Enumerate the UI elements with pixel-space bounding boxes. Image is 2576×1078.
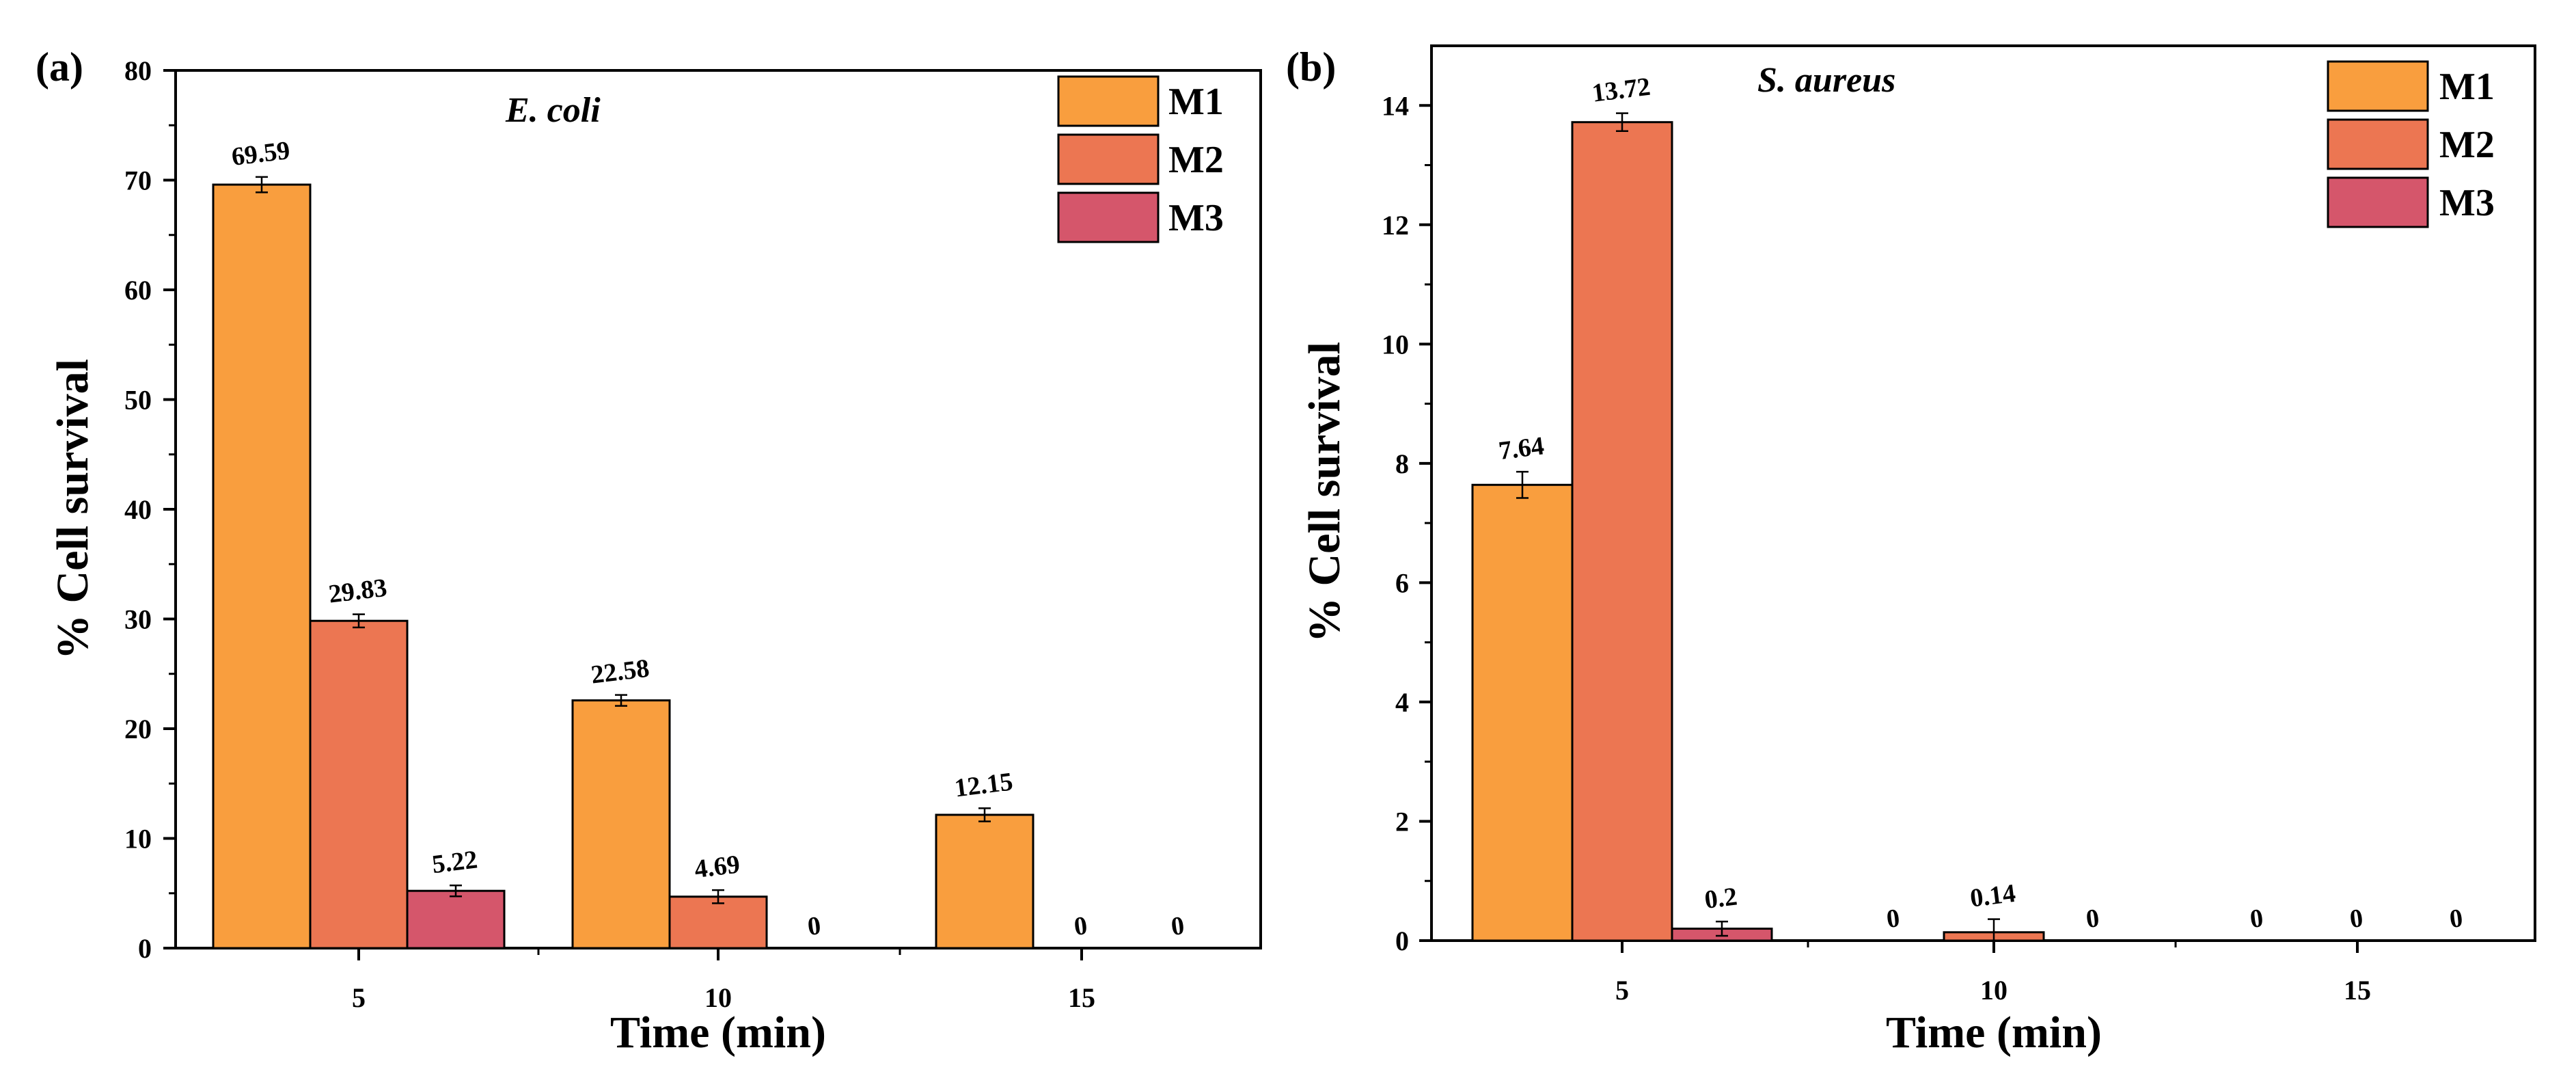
y-tick-label: 8 <box>1395 448 1409 479</box>
panel-b-legend-label-m1: M1 <box>2439 66 2495 108</box>
value-label: 0 <box>1170 911 1186 941</box>
x-tick-label: 5 <box>1615 975 1629 1006</box>
bar-m2 <box>309 619 409 949</box>
value-label: 0.14 <box>1969 879 2017 913</box>
panel-b-legend-label-m3: M3 <box>2439 182 2495 224</box>
y-tick-label: 70 <box>124 165 152 196</box>
value-label: 69.59 <box>230 136 292 172</box>
value-label: 0 <box>1073 911 1089 941</box>
panel-b-xlabel: Time (min) <box>1886 1008 2102 1057</box>
bar-m3 <box>406 889 506 949</box>
panel-a-legend-swatch-m1 <box>1057 75 1160 127</box>
bar-m1 <box>935 813 1034 949</box>
value-label: 13.72 <box>1591 72 1652 108</box>
y-tick-label: 4 <box>1395 687 1409 718</box>
y-tick-label: 10 <box>1382 329 1409 360</box>
x-tick-label: 10 <box>704 982 732 1013</box>
bar-m2 <box>668 895 768 949</box>
panel-a-legend: M1 M2 M3 <box>1057 75 1224 243</box>
panel-a-legend-label-m2: M2 <box>1168 139 1224 181</box>
panel-a-letter: (a) <box>36 44 83 90</box>
x-tick-label: 15 <box>1068 982 1095 1013</box>
panel-b-legend-swatch-m2 <box>2327 118 2429 170</box>
panel-a-x-ticks: 5 10 15 <box>352 948 1095 1013</box>
panel-a-xlabel: Time (min) <box>610 1008 826 1057</box>
y-tick-label: 6 <box>1395 567 1409 598</box>
value-label: 0 <box>1885 904 1902 934</box>
bar-m1 <box>571 699 671 949</box>
panel-b-value-labels: 7.64 13.72 0.2 0 0.14 0 0 0 0 <box>1497 72 2465 934</box>
value-label: 22.58 <box>590 654 651 690</box>
value-label: 7.64 <box>1497 431 1546 466</box>
y-tick-label: 0 <box>1395 926 1409 956</box>
panel-a-legend-swatch-m3 <box>1057 191 1160 243</box>
value-label: 0 <box>2085 904 2101 934</box>
y-tick-label: 50 <box>124 385 152 416</box>
panel-a-ylabel: % Cell survival <box>48 359 98 660</box>
y-tick-label: 12 <box>1382 210 1409 241</box>
panel-a-legend-label-m3: M3 <box>1168 197 1224 239</box>
value-label: 4.69 <box>693 850 741 884</box>
y-tick-label: 80 <box>124 55 152 86</box>
panel-b-legend-label-m2: M2 <box>2439 124 2495 166</box>
panel-a: (a) E. coli 0 10 20 30 40 50 60 70 80 5 10 15 69.5… <box>36 44 1262 1057</box>
panel-b-bars <box>1471 112 2045 942</box>
panel-b-x-ticks: 5 10 15 <box>1615 941 2371 1006</box>
panel-b-ylabel: % Cell survival <box>1300 342 1349 643</box>
y-tick-label: 30 <box>124 604 152 635</box>
panel-a-value-labels: 69.59 29.83 5.22 22.58 4.69 0 12.15 0 0 <box>230 136 1186 941</box>
panel-b-letter: (b) <box>1286 44 1336 90</box>
panel-a-y-ticks: 0 10 20 30 40 50 60 70 80 <box>124 55 176 964</box>
panel-b: (b) S. aureus 0 2 4 6 8 10 12 14 5 10 15 7.64 13.7… <box>1286 44 2536 1057</box>
value-label: 29.83 <box>327 574 389 609</box>
panel-a-organism: E. coli <box>505 91 601 130</box>
panel-a-legend-swatch-m2 <box>1057 133 1160 185</box>
value-label: 0 <box>2448 904 2465 934</box>
panel-b-legend-swatch-m1 <box>2327 60 2429 112</box>
bar-m2 <box>1571 121 1673 942</box>
panel-a-bars <box>212 176 1034 949</box>
x-tick-label: 5 <box>352 982 366 1013</box>
bar-m1 <box>1471 483 1574 942</box>
value-label: 12.15 <box>953 767 1015 803</box>
y-tick-label: 14 <box>1382 90 1409 121</box>
y-tick-label: 2 <box>1395 806 1409 837</box>
y-tick-label: 0 <box>138 933 152 964</box>
value-label: 0 <box>2348 904 2365 934</box>
value-label: 0 <box>2249 904 2265 934</box>
x-tick-label: 10 <box>1980 975 2008 1006</box>
panel-b-organism: S. aureus <box>1757 61 1895 100</box>
x-tick-label: 15 <box>2344 975 2371 1006</box>
panel-a-legend-label-m1: M1 <box>1168 81 1224 123</box>
y-tick-label: 10 <box>124 824 152 854</box>
value-label: 5.22 <box>430 845 479 879</box>
y-tick-label: 60 <box>124 275 152 306</box>
y-tick-label: 40 <box>124 494 152 525</box>
panel-b-legend-swatch-m3 <box>2327 176 2429 228</box>
y-tick-label: 20 <box>124 714 152 744</box>
panel-b-y-ticks: 0 2 4 6 8 10 12 14 <box>1382 90 1431 956</box>
bar-m1 <box>212 183 312 949</box>
value-label: 0 <box>806 911 823 941</box>
panel-b-legend: M1 M2 M3 <box>2327 60 2495 228</box>
value-label: 0.2 <box>1703 882 1738 914</box>
